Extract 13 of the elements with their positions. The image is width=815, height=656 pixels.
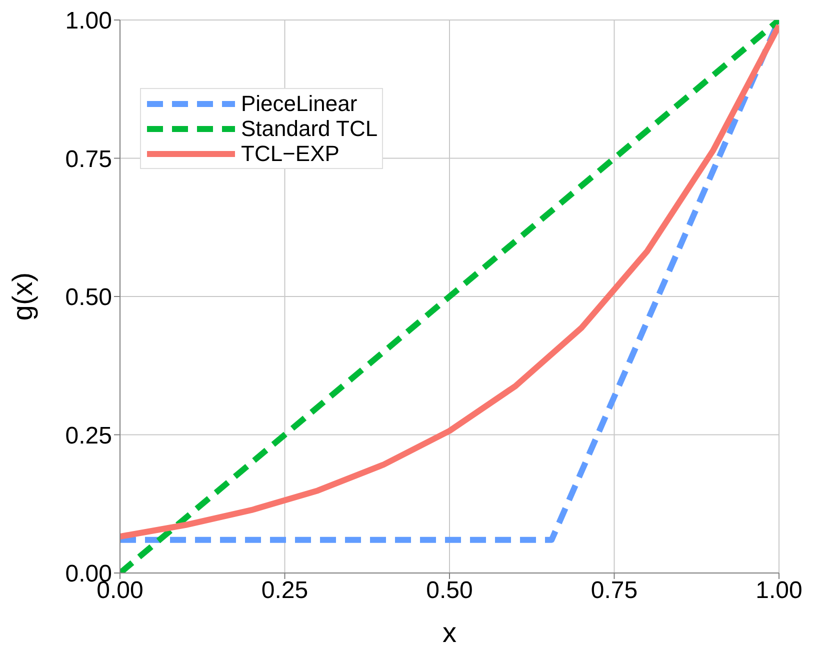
x-axis-title: x: [442, 617, 456, 648]
y-tick-label: 0.75: [65, 146, 112, 173]
x-tick-label: 0.75: [590, 577, 638, 604]
legend-label: TCL−EXP: [241, 141, 340, 166]
y-tick-label: 0.25: [65, 422, 112, 450]
x-tick-label: 0.25: [261, 577, 308, 604]
legend-label: PieceLinear: [241, 91, 358, 116]
y-axis-title: g(x): [6, 272, 38, 321]
y-tick-label: 0.50: [65, 284, 112, 312]
x-tick-label: 1.00: [756, 577, 802, 604]
y-tick-label: 1.00: [65, 8, 112, 35]
x-tick-label: 0.50: [426, 577, 473, 604]
legend-label: Standard TCL: [241, 116, 378, 141]
